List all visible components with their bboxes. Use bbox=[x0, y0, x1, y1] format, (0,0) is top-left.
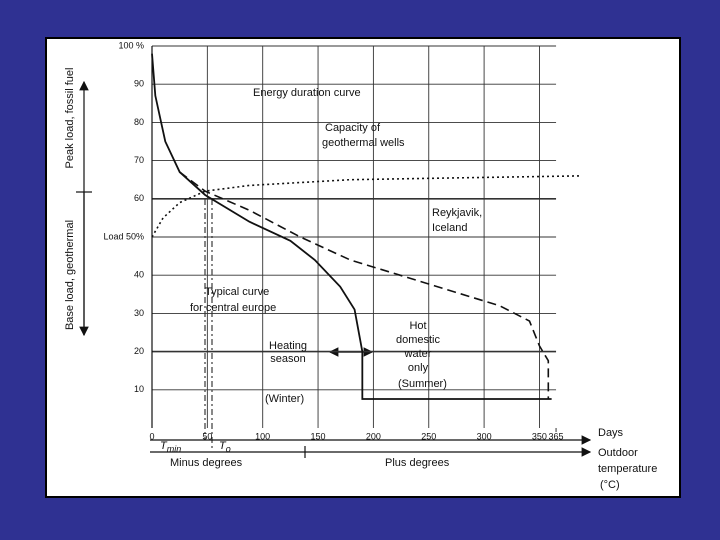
series-line bbox=[151, 53, 552, 400]
annotation: water bbox=[404, 348, 432, 360]
y-axis-label: Base load, geothermal bbox=[64, 220, 76, 330]
annotation: Minus degrees bbox=[170, 457, 243, 469]
y-tick-label: 40 bbox=[134, 270, 144, 280]
annotation: Hot bbox=[409, 320, 426, 332]
annotation: domestic bbox=[396, 334, 441, 346]
panel bbox=[45, 37, 681, 498]
y-tick-label: 30 bbox=[134, 308, 144, 318]
series-label: Capacity of bbox=[325, 122, 381, 134]
y-tick-label: 90 bbox=[134, 79, 144, 89]
annotation: temperature bbox=[598, 463, 657, 475]
annotation: only bbox=[408, 362, 429, 374]
x-tick-label: 100 bbox=[255, 431, 270, 441]
annotation: (Winter) bbox=[265, 393, 304, 405]
annotation: Heating bbox=[269, 340, 307, 352]
y-tick-label: 20 bbox=[134, 346, 144, 356]
series-label: geothermal wells bbox=[322, 137, 405, 149]
annotation: season bbox=[270, 353, 305, 365]
y-tick-label: 10 bbox=[134, 384, 144, 394]
y-tick-label: 80 bbox=[134, 117, 144, 127]
annotation: (Summer) bbox=[398, 378, 447, 390]
annotation: Outdoor bbox=[598, 447, 638, 459]
x-tick-label: 250 bbox=[421, 431, 436, 441]
series-label: Typical curve bbox=[205, 286, 269, 298]
annotation: Days bbox=[598, 427, 624, 439]
series-label: for central europe bbox=[190, 302, 276, 314]
symbol: T bbox=[219, 440, 227, 452]
x-tick-label: 350 bbox=[532, 431, 547, 441]
annotation: Plus degrees bbox=[385, 457, 450, 469]
temperature-mark: Tmin bbox=[160, 440, 181, 454]
x-tick-label: 150 bbox=[311, 431, 326, 441]
y-tick-label: Load 50% bbox=[103, 231, 144, 241]
subscript: o bbox=[226, 444, 231, 454]
annotation: (°C) bbox=[600, 479, 620, 491]
subscript: min bbox=[167, 444, 182, 454]
symbol: T bbox=[160, 440, 168, 452]
y-tick-label: 70 bbox=[134, 155, 144, 165]
y-axis-label: Peak load, fossil fuel bbox=[64, 68, 76, 169]
x-tick-label: 200 bbox=[366, 431, 381, 441]
temperature-mark: To bbox=[219, 440, 231, 454]
x-tick-label: 0 bbox=[149, 431, 154, 441]
series-label: Iceland bbox=[432, 222, 467, 234]
y-tick-label: 60 bbox=[134, 193, 144, 203]
y-tick-label: 100 % bbox=[118, 40, 144, 50]
series-label: Reykjavik, bbox=[432, 207, 482, 219]
x-tick-label: 300 bbox=[477, 431, 492, 441]
annotation: Energy duration curve bbox=[253, 87, 361, 99]
series-line bbox=[179, 171, 550, 399]
x-tick-label: 365 bbox=[549, 431, 564, 441]
series-line bbox=[151, 175, 581, 238]
x-tick-label: 50 bbox=[202, 431, 212, 441]
